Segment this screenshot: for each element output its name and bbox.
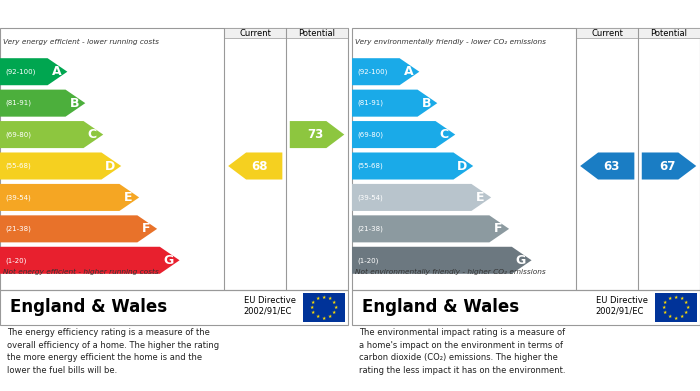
Text: (81-91): (81-91) [357, 100, 383, 106]
Text: ★: ★ [673, 316, 678, 321]
Text: 63: 63 [603, 160, 620, 172]
Text: E: E [124, 191, 132, 204]
Text: ★: ★ [667, 296, 672, 301]
Text: England & Wales: England & Wales [363, 298, 519, 316]
Polygon shape [352, 247, 531, 274]
Polygon shape [352, 58, 419, 85]
Text: ★: ★ [662, 305, 666, 310]
Text: F: F [142, 222, 150, 235]
Text: ★: ★ [332, 310, 337, 315]
Text: ★: ★ [673, 294, 678, 300]
Text: A: A [52, 65, 62, 78]
Bar [577, 28, 700, 38]
Text: (81-91): (81-91) [5, 100, 32, 106]
Text: (21-38): (21-38) [5, 226, 31, 232]
Text: ★: ★ [663, 300, 667, 305]
Polygon shape [290, 121, 344, 148]
Text: ★: ★ [316, 314, 320, 319]
Text: 73: 73 [307, 128, 323, 141]
Text: Current: Current [239, 29, 271, 38]
Text: ★: ★ [684, 300, 688, 305]
Text: The energy efficiency rating is a measure of the
overall efficiency of a home. T: The energy efficiency rating is a measur… [7, 328, 219, 375]
Polygon shape [642, 152, 696, 179]
Text: EU Directive
2002/91/EC: EU Directive 2002/91/EC [596, 296, 648, 316]
Text: F: F [494, 222, 503, 235]
Text: 68: 68 [251, 160, 268, 172]
Polygon shape [0, 58, 67, 85]
Text: 67: 67 [659, 160, 676, 172]
Text: Not energy efficient - higher running costs: Not energy efficient - higher running co… [4, 269, 159, 275]
Text: E: E [476, 191, 484, 204]
Text: (92-100): (92-100) [357, 68, 388, 75]
Polygon shape [0, 90, 85, 117]
Text: ★: ★ [328, 314, 332, 319]
Text: (39-54): (39-54) [357, 194, 383, 201]
Text: ★: ★ [321, 294, 326, 300]
Text: ★: ★ [334, 305, 338, 310]
Text: England & Wales: England & Wales [10, 298, 167, 316]
Text: Potential: Potential [298, 29, 335, 38]
Text: ★: ★ [328, 296, 332, 301]
Text: ★: ★ [684, 310, 688, 315]
Text: Energy Efficiency Rating: Energy Efficiency Rating [8, 7, 192, 20]
Text: Very energy efficient - lower running costs: Very energy efficient - lower running co… [4, 39, 160, 45]
Polygon shape [352, 90, 438, 117]
Text: (55-68): (55-68) [5, 163, 31, 169]
Text: (69-80): (69-80) [357, 131, 383, 138]
Bar [303, 293, 344, 322]
Text: The environmental impact rating is a measure of
a home's impact on the environme: The environmental impact rating is a mea… [359, 328, 566, 375]
Text: Current: Current [592, 29, 623, 38]
Text: ★: ★ [321, 316, 326, 321]
Text: D: D [105, 160, 116, 172]
Text: D: D [457, 160, 468, 172]
Text: Not environmentally friendly - higher CO₂ emissions: Not environmentally friendly - higher CO… [356, 269, 546, 275]
Text: C: C [440, 128, 449, 141]
Text: ★: ★ [680, 296, 684, 301]
Text: ★: ★ [332, 300, 337, 305]
Text: (69-80): (69-80) [5, 131, 32, 138]
Text: ★: ★ [311, 300, 315, 305]
Text: ★: ★ [311, 310, 315, 315]
Polygon shape [228, 152, 282, 179]
Polygon shape [352, 121, 455, 148]
Text: ★: ★ [663, 310, 667, 315]
Text: C: C [88, 128, 97, 141]
Text: Potential: Potential [650, 29, 687, 38]
Text: (1-20): (1-20) [5, 257, 27, 264]
Text: EU Directive
2002/91/EC: EU Directive 2002/91/EC [244, 296, 295, 316]
Text: (21-38): (21-38) [357, 226, 383, 232]
Text: B: B [421, 97, 431, 109]
Text: (55-68): (55-68) [357, 163, 383, 169]
Polygon shape [0, 247, 180, 274]
Polygon shape [0, 184, 139, 211]
Polygon shape [0, 152, 121, 179]
Text: ★: ★ [667, 314, 672, 319]
Polygon shape [580, 152, 634, 179]
Text: B: B [70, 97, 79, 109]
Polygon shape [0, 215, 157, 242]
Text: A: A [404, 65, 413, 78]
Text: ★: ★ [316, 296, 320, 301]
Text: (1-20): (1-20) [357, 257, 379, 264]
Text: ★: ★ [309, 305, 314, 310]
Polygon shape [352, 152, 473, 179]
Polygon shape [352, 184, 491, 211]
Text: (92-100): (92-100) [5, 68, 36, 75]
Text: G: G [164, 254, 174, 267]
Text: Very environmentally friendly - lower CO₂ emissions: Very environmentally friendly - lower CO… [356, 39, 547, 45]
Text: ★: ★ [680, 314, 684, 319]
Text: ★: ★ [685, 305, 690, 310]
Bar [225, 28, 348, 38]
Text: (39-54): (39-54) [5, 194, 31, 201]
Text: G: G [516, 254, 526, 267]
Polygon shape [352, 215, 509, 242]
Text: Environmental Impact (CO₂) Rating: Environmental Impact (CO₂) Rating [360, 7, 623, 20]
Polygon shape [0, 121, 104, 148]
Bar [654, 293, 696, 322]
